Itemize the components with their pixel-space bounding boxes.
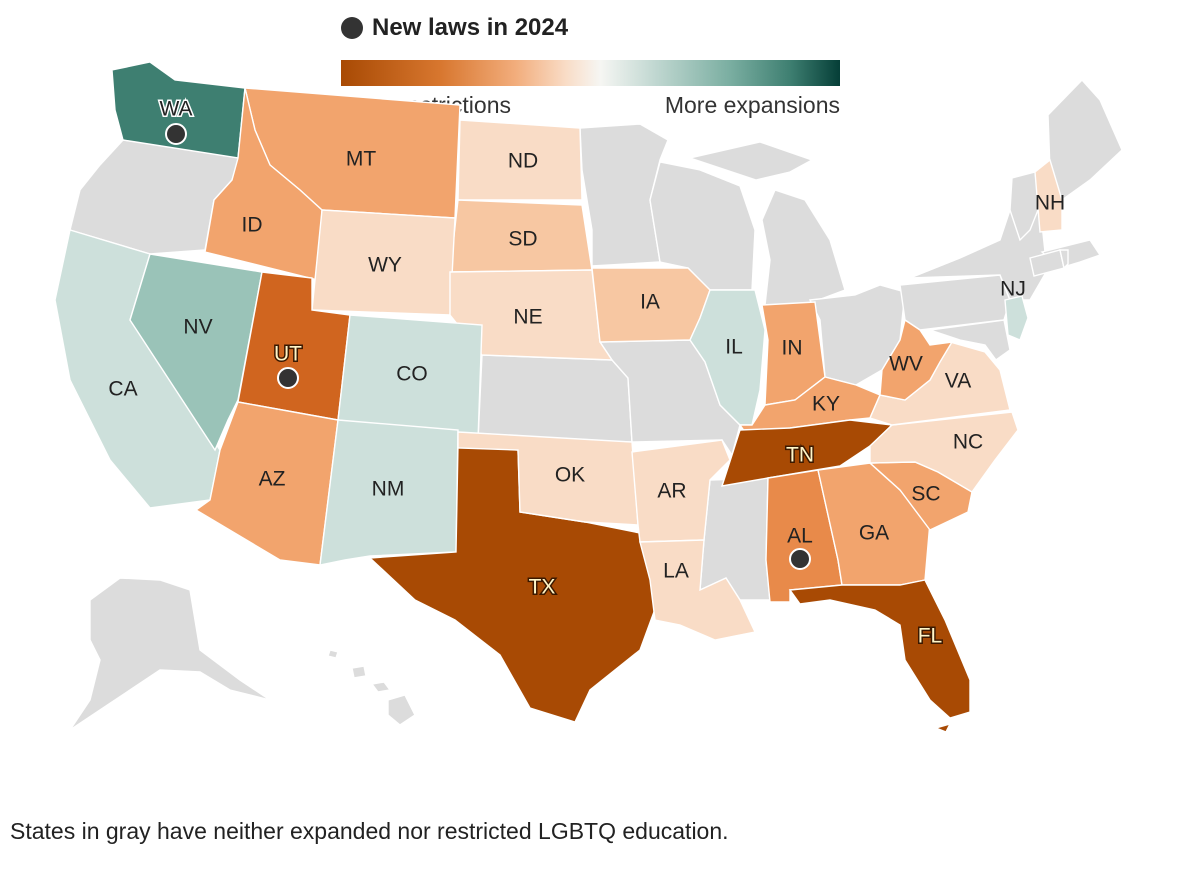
state-label-il: IL xyxy=(725,336,743,359)
state-label-id: ID xyxy=(242,214,263,237)
state-label-ca: CA xyxy=(108,378,137,401)
new-law-dot-icon xyxy=(341,17,363,39)
state-label-ar: AR xyxy=(657,480,686,503)
gray-states xyxy=(69,78,1123,731)
state-label-tn: TN xyxy=(786,444,814,467)
state-label-sc: SC xyxy=(911,483,940,506)
state-label-fl: FL xyxy=(918,625,943,648)
state-label-in: IN xyxy=(782,337,803,360)
footnote: States in gray have neither expanded nor… xyxy=(10,818,729,844)
state-ar[interactable] xyxy=(631,439,731,543)
state-nh[interactable] xyxy=(1034,158,1063,233)
state-label-va: VA xyxy=(945,370,971,393)
new-law-marker-al xyxy=(789,548,811,570)
new-law-marker-ut xyxy=(277,367,299,389)
state-label-ia: IA xyxy=(640,291,660,314)
us-map: WA UT AL TX FL TN MT ID AZ GA SC KY IN WV IA SD ND WY NE OK… xyxy=(54,61,1123,733)
state-label-mt: MT xyxy=(346,148,376,171)
state-label-al: AL xyxy=(787,525,813,548)
legend-title: New laws in 2024 xyxy=(341,14,568,42)
state-ky[interactable] xyxy=(738,376,881,433)
state-label-ne: NE xyxy=(513,306,542,329)
state-label-nj: NJ xyxy=(1000,278,1026,301)
state-nj[interactable] xyxy=(1004,295,1029,341)
state-label-tx: TX xyxy=(529,576,556,599)
state-label-az: AZ xyxy=(259,468,286,491)
state-nd[interactable] xyxy=(457,119,583,201)
state-label-nv: NV xyxy=(183,316,212,339)
state-label-ga: GA xyxy=(859,522,889,545)
state-labels: WA UT AL TX FL TN MT ID AZ GA SC KY IN WV IA SD ND WY NE OK… xyxy=(108,96,1065,649)
state-ri xyxy=(1059,249,1069,270)
state-nc[interactable] xyxy=(869,411,1019,493)
state-label-co: CO xyxy=(396,363,428,386)
legend-title-text: New laws in 2024 xyxy=(372,14,569,41)
state-wv[interactable] xyxy=(879,318,954,401)
color-scale-bar xyxy=(341,60,840,86)
state-shapes xyxy=(54,61,1069,733)
state-tn[interactable] xyxy=(720,419,894,487)
state-label-nm: NM xyxy=(372,478,405,501)
state-fl[interactable] xyxy=(788,579,971,719)
new-law-marker-wa xyxy=(165,123,187,145)
state-label-ky: KY xyxy=(812,393,840,416)
state-label-ok: OK xyxy=(555,464,585,487)
state-la[interactable] xyxy=(639,539,757,641)
state-nm[interactable] xyxy=(319,419,459,566)
state-label-sd: SD xyxy=(508,228,537,251)
state-label-wa: WA xyxy=(159,98,192,121)
state-label-nh: NH xyxy=(1035,192,1065,215)
state-label-nc: NC xyxy=(953,431,983,454)
state-label-ut: UT xyxy=(274,343,302,366)
state-label-wv: WV xyxy=(889,353,923,376)
state-label-nd: ND xyxy=(508,150,538,173)
state-fl-keys xyxy=(933,722,952,733)
legend-right-label: More expansions xyxy=(662,92,842,119)
state-label-wy: WY xyxy=(368,254,402,277)
state-label-la: LA xyxy=(663,560,689,583)
new-law-markers xyxy=(165,123,811,570)
